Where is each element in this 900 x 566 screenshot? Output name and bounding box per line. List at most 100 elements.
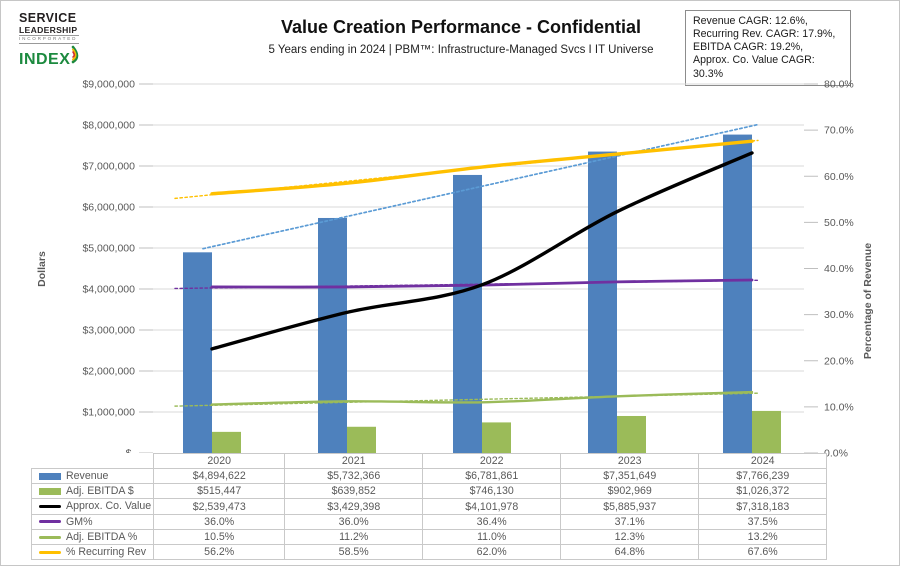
- value-cell: 62.0%: [422, 544, 562, 561]
- value-cell: $746,130: [422, 483, 562, 500]
- adj-ebitda--bar: [347, 426, 376, 453]
- value-cell: 67.6%: [698, 544, 828, 561]
- value-cell: 36.4%: [422, 513, 562, 530]
- year-header-cell: 2023: [560, 453, 700, 469]
- right-axis-tick-label: 70.0%: [824, 125, 854, 137]
- revenue-trendline: [202, 123, 759, 250]
- value-cell: $639,852: [284, 483, 424, 500]
- year-header-cell: 2020: [153, 453, 286, 469]
- legend-cell: Adj. EBITDA %: [30, 528, 155, 546]
- legend-cell: Approx. Co. Value: [30, 498, 155, 515]
- left-axis-tick-label: $6,000,000: [82, 202, 135, 214]
- adj-ebitda--bar: [212, 431, 241, 453]
- year-header-cell: 2024: [698, 453, 828, 469]
- service-leadership-logo: SERVICE LEADERSHIP INCORPORATED INDEX: [19, 12, 89, 68]
- legend-cell: GM%: [30, 513, 155, 530]
- approx-co-value-line: [210, 151, 754, 351]
- left-axis-tick-label: $9,000,000: [82, 79, 135, 91]
- -recurring-rev-swatch-icon: [39, 550, 61, 554]
- right-axis-tick-label: 40.0%: [824, 263, 854, 275]
- logo-leadership-text: LEADERSHIP: [19, 24, 78, 35]
- value-cell: $1,026,372: [698, 483, 828, 500]
- legend-label: Approx. Co. Value: [66, 500, 152, 513]
- left-axis-tick-label: $1,000,000: [82, 407, 135, 419]
- right-axis-tick-label: 50.0%: [824, 217, 854, 229]
- right-axis-tick-label: 0.0%: [824, 448, 848, 460]
- table-row: Approx. Co. Value $2,539,473 $3,429,398 $4,…: [30, 498, 828, 515]
- left-axis-tick-label: $8,000,000: [82, 120, 135, 132]
- left-axis-tick-label: $5,000,000: [82, 243, 135, 255]
- table-row: Revenue $4,894,622 $5,732,366 $6,781,861 $7,…: [30, 467, 828, 485]
- adj-ebitda--swatch-icon: [39, 535, 61, 539]
- revenue-bar: [588, 151, 617, 453]
- adj-ebitda--bar: [617, 415, 646, 453]
- page-subtitle: 5 Years ending in 2024 | PBM™: Infrastru…: [268, 44, 654, 56]
- value-cell: $5,885,937: [560, 498, 700, 515]
- left-axis-tick-label: $3,000,000: [82, 325, 135, 337]
- page-title: Value Creation Performance - Confidentia…: [280, 17, 642, 37]
- revenue-swatch-icon: [39, 472, 61, 480]
- right-axis-tick-label: 10.0%: [824, 401, 854, 413]
- revenue-bar: [318, 217, 347, 453]
- value-cell: 36.0%: [153, 513, 286, 530]
- year-header-cell: 2022: [422, 453, 562, 469]
- left-axis-tick-label: $4,000,000: [82, 284, 135, 296]
- table-corner-cell: [32, 454, 154, 469]
- table-row: Adj. EBITDA $ $515,447 $639,852 $746,130 $90…: [30, 483, 828, 500]
- logo-index-text: INDEX: [19, 50, 71, 68]
- left-axis-title: Dollars: [36, 251, 48, 287]
- recurring-rev-cagr: Recurring Rev. CAGR: 17.9%,: [693, 28, 836, 41]
- legend-cell: Revenue: [30, 467, 155, 485]
- value-cell: $515,447: [153, 483, 286, 500]
- logo-incorporated-text: INCORPORATED: [19, 35, 79, 44]
- value-cell: 10.5%: [153, 528, 286, 546]
- value-cell: $7,351,649: [560, 467, 700, 485]
- table-header-row: 2020 2021 2022 2023 2024: [32, 453, 828, 469]
- adj-ebitda--swatch-icon: [39, 487, 61, 495]
- value-cell: 58.5%: [284, 544, 424, 561]
- legend-label: Adj. EBITDA %: [66, 531, 138, 544]
- right-axis-tick-label: 60.0%: [824, 171, 854, 183]
- adj-ebitda--bar: [752, 410, 781, 453]
- value-cell: 37.1%: [560, 513, 700, 530]
- -recurring-rev-line: [210, 139, 754, 196]
- legend-label: Adj. EBITDA $: [66, 485, 134, 498]
- value-cell: $5,732,366: [284, 467, 424, 485]
- value-cell: 56.2%: [153, 544, 286, 561]
- legend-label: % Recurring Rev: [66, 546, 147, 559]
- gm--swatch-icon: [39, 520, 61, 524]
- value-cell: 11.2%: [284, 528, 424, 546]
- revenue-bar: [723, 134, 752, 453]
- value-cell: 64.8%: [560, 544, 700, 561]
- legend-cell: % Recurring Rev: [30, 544, 155, 561]
- table-row: Adj. EBITDA % 10.5% 11.2% 11.0% 12.3% 13.2%: [30, 528, 828, 546]
- value-cell: 37.5%: [698, 513, 828, 530]
- index-swoosh-icon: [71, 45, 85, 68]
- revenue-bar: [183, 252, 212, 453]
- revenue-cagr: Revenue CAGR: 12.6%,: [693, 15, 808, 27]
- title-block: Value Creation Performance - Confidentia…: [196, 17, 726, 56]
- value-cell: $2,539,473: [153, 498, 286, 515]
- value-cell: $7,766,239: [698, 467, 828, 485]
- value-cell: $4,894,622: [153, 467, 286, 485]
- approx-co-value-cagr: Approx. Co. Value CAGR: 30.3%: [693, 54, 815, 80]
- value-cell: $3,429,398: [284, 498, 424, 515]
- value-cell: $902,969: [560, 483, 700, 500]
- right-axis-tick-label: 30.0%: [824, 309, 854, 321]
- legend-cell: Adj. EBITDA $: [30, 483, 155, 500]
- value-cell: 13.2%: [698, 528, 828, 546]
- right-axis-tick-label: 80.0%: [824, 79, 854, 91]
- left-axis-tick-label: $7,000,000: [82, 161, 135, 173]
- revenue-bar: [453, 174, 482, 453]
- value-cell: $7,318,183: [698, 498, 828, 515]
- approx-co-value-swatch-icon: [39, 505, 61, 509]
- logo-service-text: SERVICE: [19, 11, 77, 25]
- right-axis-title: Percentage of Revenue: [862, 243, 874, 359]
- value-cell: 36.0%: [284, 513, 424, 530]
- value-cell: $4,101,978: [422, 498, 562, 515]
- table-row: % Recurring Rev 56.2% 58.5% 62.0% 64.8% 67.6%: [30, 544, 828, 561]
- adj-ebitda--line: [210, 390, 754, 406]
- legend-label: Revenue: [66, 470, 109, 483]
- ebitda-cagr: EBITDA CAGR: 19.2%,: [693, 41, 804, 54]
